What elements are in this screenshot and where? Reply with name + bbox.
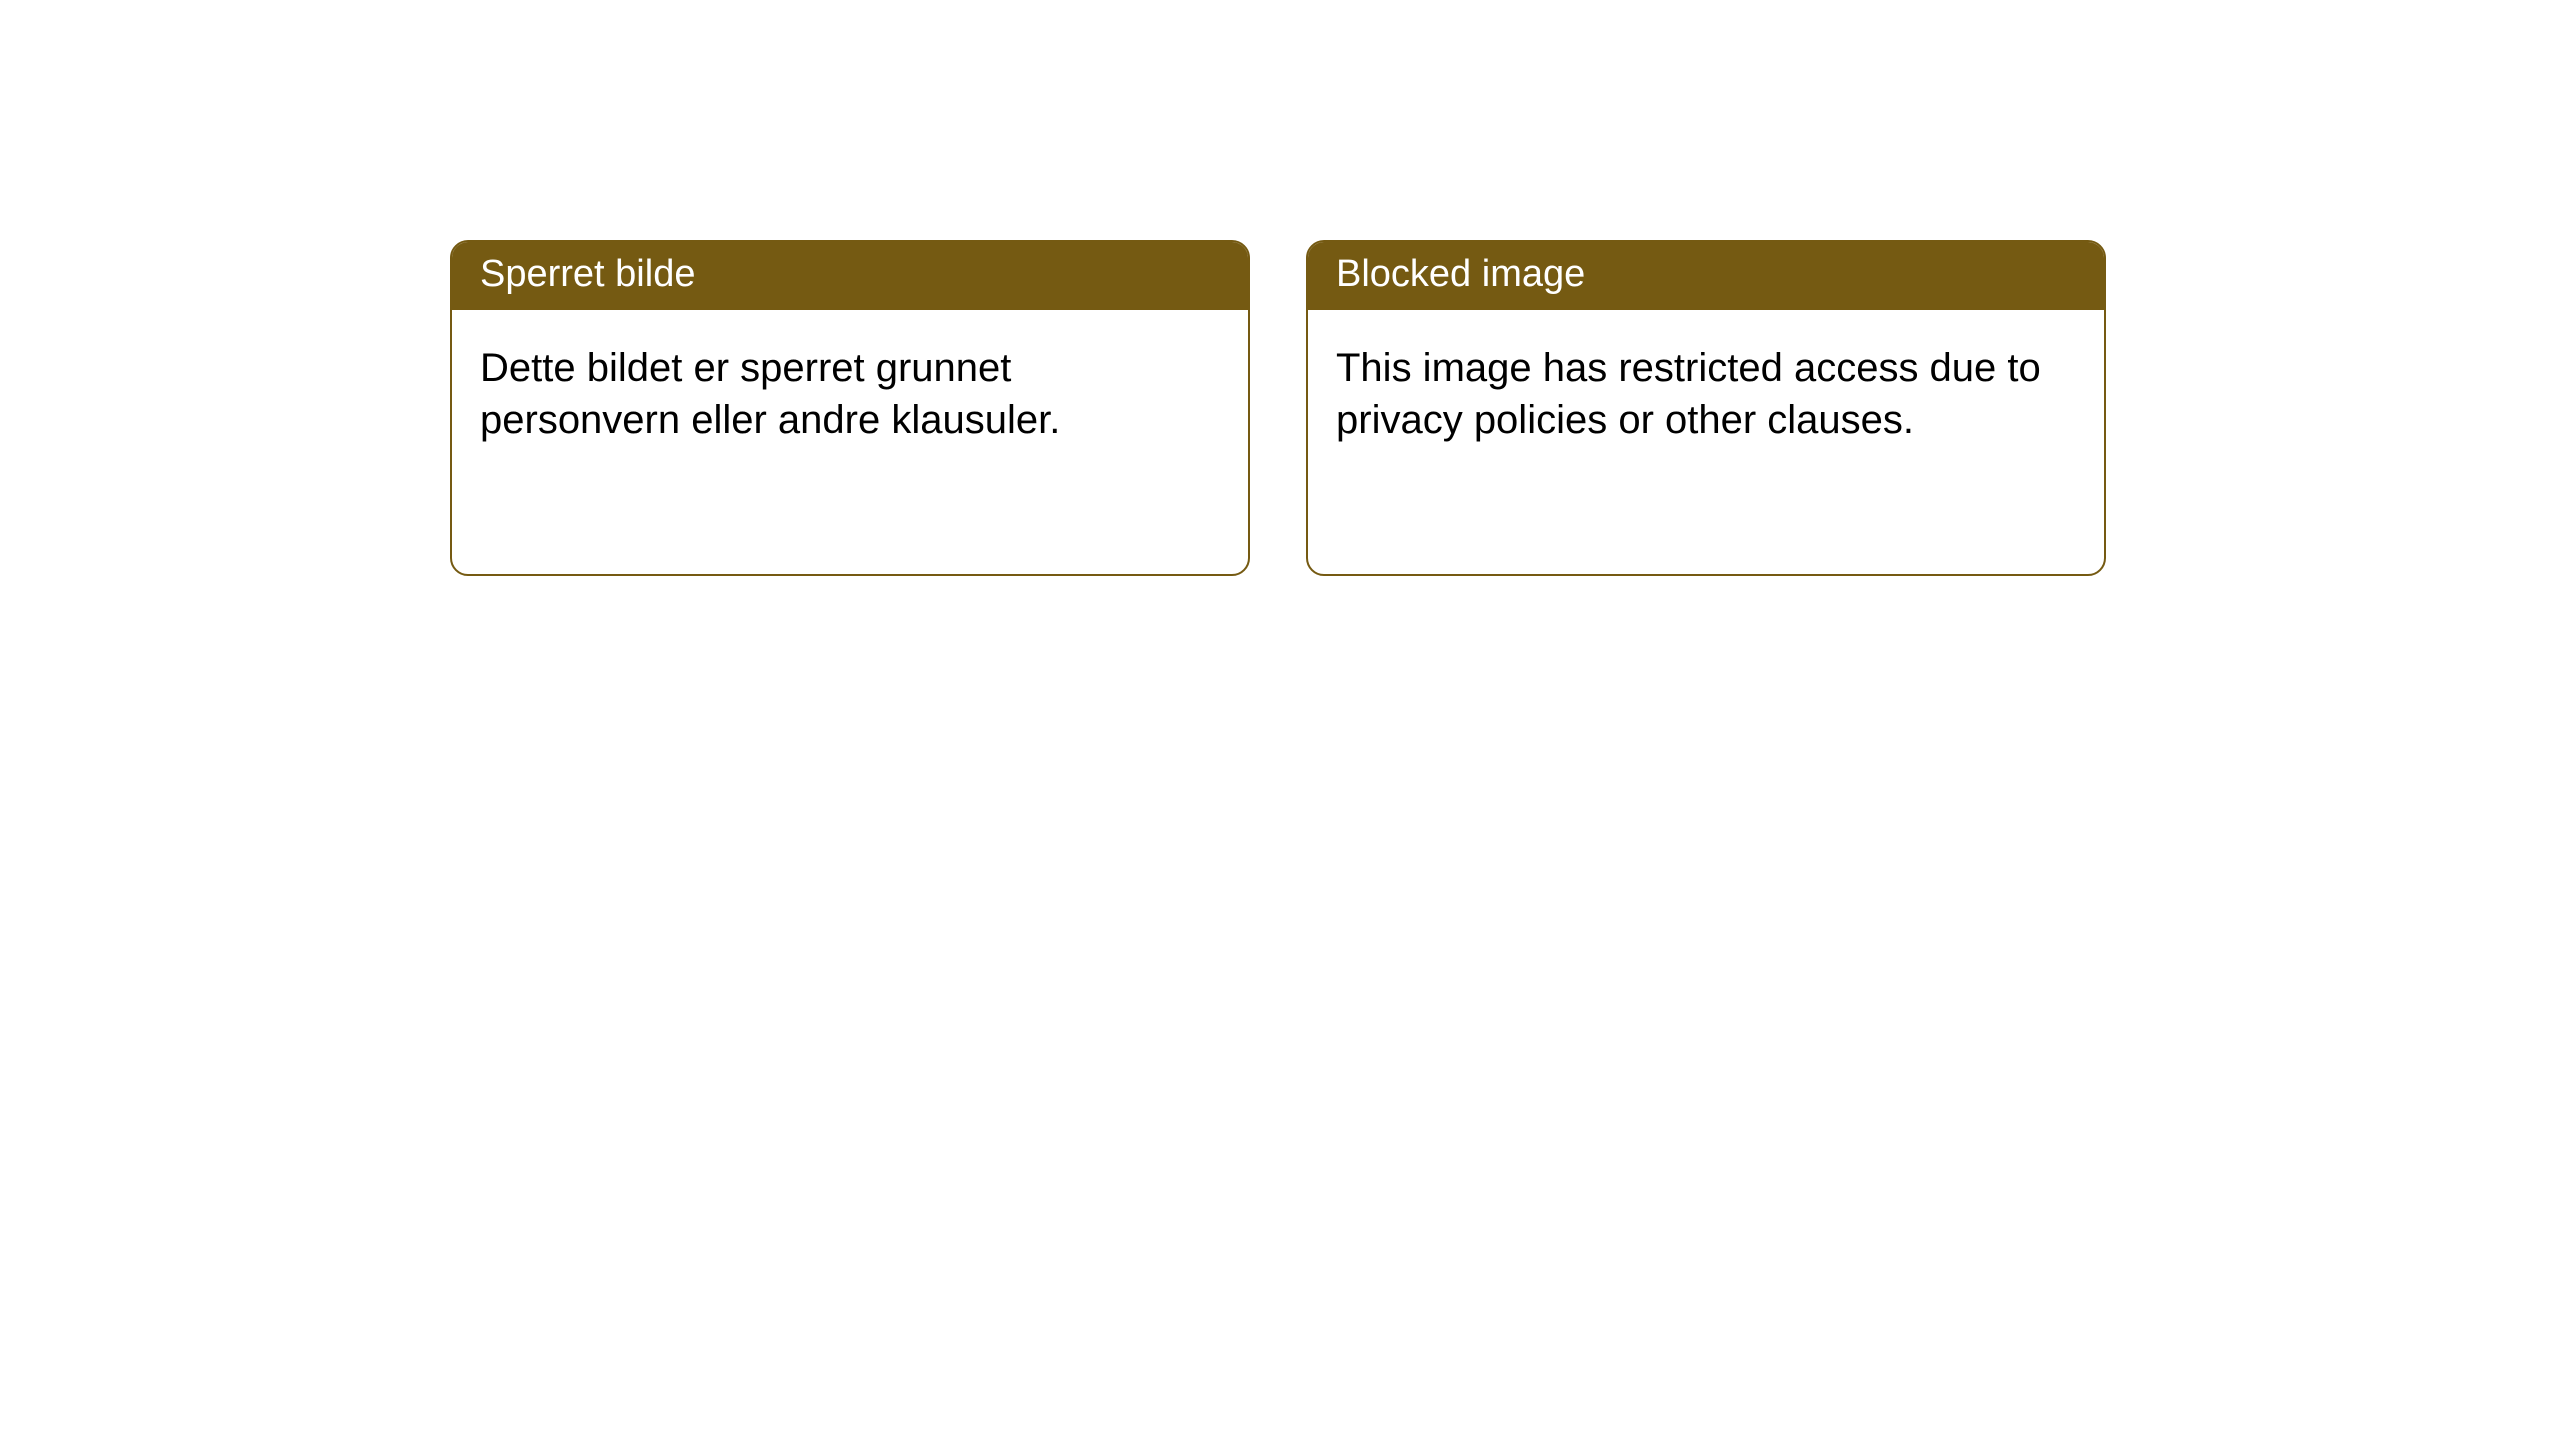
card-body-no: Dette bildet er sperret grunnet personve… [452,310,1248,478]
blocked-image-card-no: Sperret bilde Dette bildet er sperret gr… [450,240,1250,576]
blocked-image-card-en: Blocked image This image has restricted … [1306,240,2106,576]
card-header-no: Sperret bilde [452,242,1248,310]
cards-container: Sperret bilde Dette bildet er sperret gr… [0,0,2560,576]
card-header-en: Blocked image [1308,242,2104,310]
card-body-en: This image has restricted access due to … [1308,310,2104,478]
